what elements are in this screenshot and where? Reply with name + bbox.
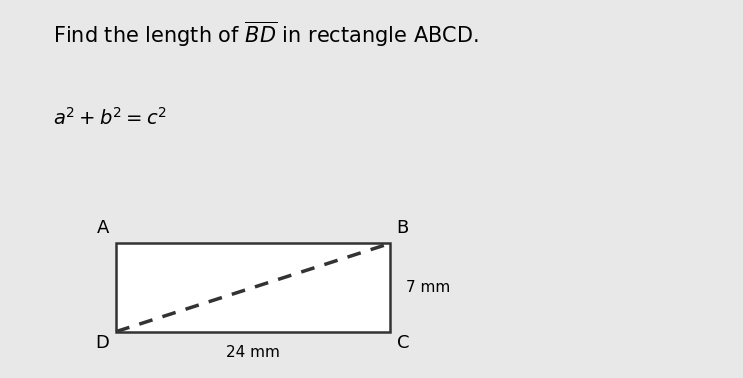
Text: C: C bbox=[397, 334, 409, 352]
Text: 7 mm: 7 mm bbox=[406, 280, 450, 295]
Bar bbox=[116, 243, 390, 332]
Text: $a^2 + b^2 = c^2$: $a^2 + b^2 = c^2$ bbox=[53, 107, 167, 129]
Text: D: D bbox=[96, 334, 109, 352]
Text: B: B bbox=[397, 218, 409, 237]
Text: A: A bbox=[97, 218, 109, 237]
Text: Find the length of $\overline{BD}$ in rectangle ABCD.: Find the length of $\overline{BD}$ in re… bbox=[53, 20, 479, 49]
Text: 24 mm: 24 mm bbox=[226, 345, 280, 360]
